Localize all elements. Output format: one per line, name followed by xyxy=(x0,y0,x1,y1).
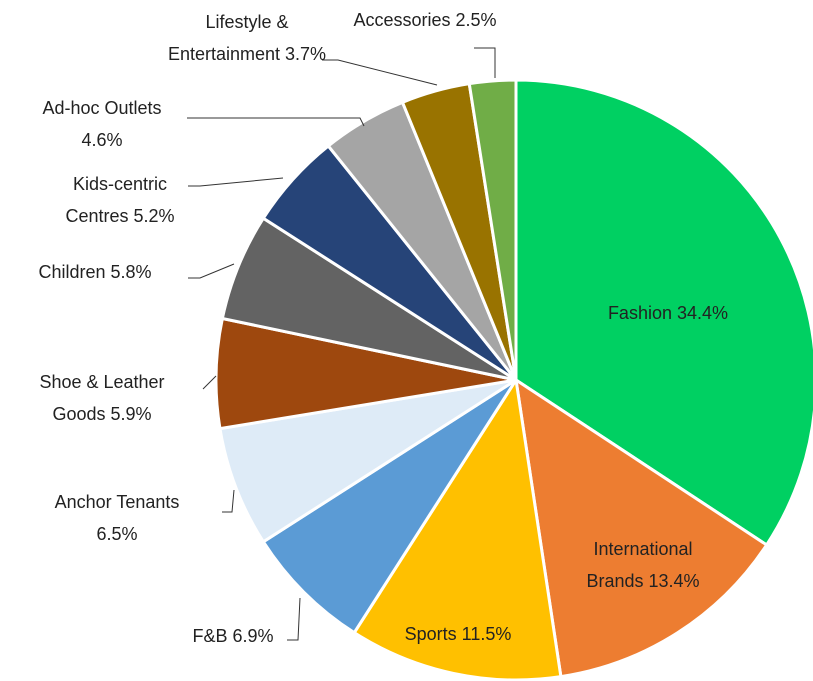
leader-line xyxy=(188,177,284,187)
category-label: Shoe & Leather Goods xyxy=(39,372,165,424)
leader-line xyxy=(287,597,301,641)
value-label: 5.8% xyxy=(110,262,152,282)
data-label: Anchor Tenants 6.5% xyxy=(37,486,197,550)
data-label: Accessories 2.5% xyxy=(325,4,525,36)
data-label: F&B 6.9% xyxy=(173,620,293,652)
leader-line xyxy=(202,375,217,390)
category-label: Sports xyxy=(404,624,457,644)
value-label: 5.9% xyxy=(110,404,152,424)
category-label: Ad-hoc Outlets xyxy=(42,98,162,118)
leader-line xyxy=(474,47,496,78)
value-label: 6.9% xyxy=(232,626,274,646)
data-label: Ad-hoc Outlets 4.6% xyxy=(27,92,177,156)
value-label: 13.4% xyxy=(648,571,700,591)
category-label: Kids-centric Centres xyxy=(65,174,168,226)
value-label: 3.7% xyxy=(285,44,327,64)
data-label: Shoe & Leather Goods 5.9% xyxy=(27,366,177,430)
value-label: 6.5% xyxy=(96,524,138,544)
leader-line xyxy=(188,263,235,279)
data-label: Fashion 34.4% xyxy=(578,297,758,329)
category-label: International Brands xyxy=(586,539,693,591)
data-label: Sports 11.5% xyxy=(358,618,558,650)
value-label: 4.6% xyxy=(81,130,123,150)
pie-slice xyxy=(352,375,563,681)
value-label: 34.4% xyxy=(677,303,729,323)
data-label: Children 5.8% xyxy=(5,256,185,288)
category-label: Accessories xyxy=(353,10,451,30)
category-label: Anchor Tenants xyxy=(54,492,180,512)
pie-slice xyxy=(514,376,769,679)
category-label: Fashion xyxy=(607,303,672,323)
value-label: 2.5% xyxy=(455,10,497,30)
pie-slice xyxy=(218,378,517,544)
value-label: 11.5% xyxy=(461,624,512,644)
value-label: 5.2% xyxy=(133,206,175,226)
leader-line xyxy=(222,489,235,513)
category-label: Lifestyle & Entertainment xyxy=(167,12,289,64)
data-label: Kids-centric Centres 5.2% xyxy=(55,168,185,232)
leader-line xyxy=(322,59,438,86)
data-label: Lifestyle & Entertainment 3.7% xyxy=(152,6,342,70)
category-label: Children xyxy=(38,262,106,282)
data-label: International Brands 13.4% xyxy=(563,533,723,597)
pie-slice xyxy=(467,78,518,381)
category-label: F&B xyxy=(192,626,228,646)
pie-slice xyxy=(261,378,518,635)
leader-line xyxy=(187,117,365,127)
